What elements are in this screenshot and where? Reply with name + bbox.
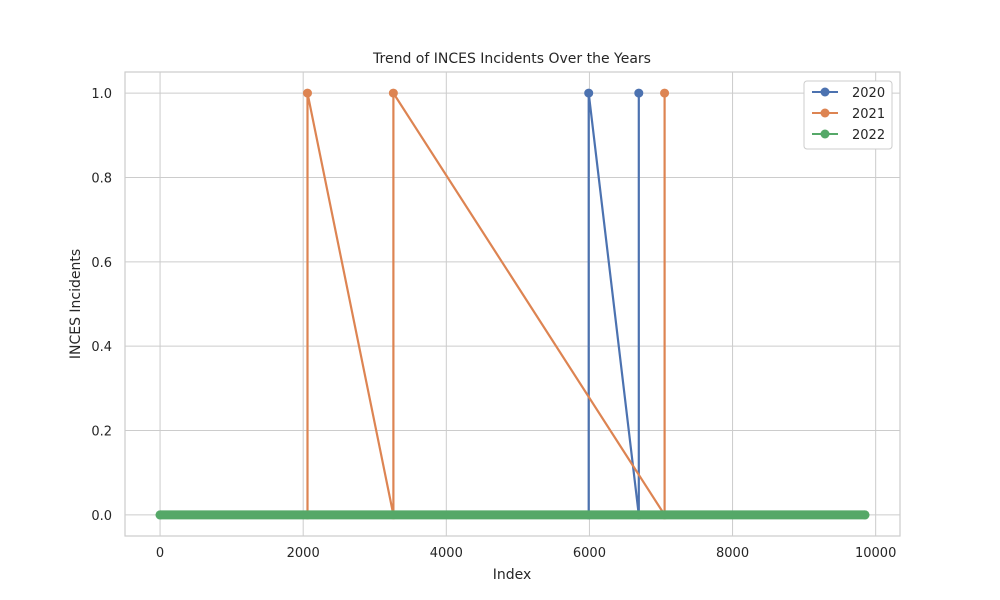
- y-tick-label: 0.6: [91, 256, 112, 271]
- ticks: 0 2000 4000 6000 8000 10000 0.0 0.2 0.4 0.6 0.8 1.0: [91, 87, 896, 561]
- x-tick-label: 8000: [716, 546, 749, 561]
- y-tick-label: 0.8: [91, 171, 112, 186]
- legend: 2020 2021 2022: [803, 80, 893, 150]
- x-axis-label: Index: [493, 567, 532, 583]
- x-tick-label: 6000: [573, 546, 606, 561]
- data-point-2021: [660, 88, 670, 98]
- series-line-2020: [587, 92, 640, 516]
- legend-marker-2022: [820, 129, 830, 139]
- x-tick-label: 0: [156, 546, 164, 561]
- legend-label-2021: 2021: [852, 107, 885, 122]
- legend-label-2020: 2020: [852, 86, 885, 101]
- y-axis-label: INCES Incidents: [68, 249, 84, 359]
- data-point-2020: [584, 88, 594, 98]
- data-point-2020: [634, 88, 644, 98]
- x-tick-label: 10000: [855, 546, 896, 561]
- y-tick-label: 0.2: [91, 425, 112, 440]
- chart-title: Trend of INCES Incidents Over the Years: [372, 51, 651, 67]
- y-tick-label: 0.0: [91, 509, 112, 524]
- x-tick-label: 4000: [430, 546, 463, 561]
- data-point-2021: [302, 88, 312, 98]
- legend-marker-2020: [820, 87, 830, 97]
- data-point-2021: [388, 88, 398, 98]
- legend-label-2022: 2022: [852, 128, 885, 143]
- series-line-2021: [306, 92, 666, 516]
- x-tick-label: 2000: [287, 546, 320, 561]
- legend-marker-2021: [820, 108, 830, 118]
- plot-area: [155, 88, 870, 520]
- axes-frame: [124, 71, 901, 537]
- y-tick-label: 1.0: [91, 87, 112, 102]
- y-tick-label: 0.4: [91, 340, 112, 355]
